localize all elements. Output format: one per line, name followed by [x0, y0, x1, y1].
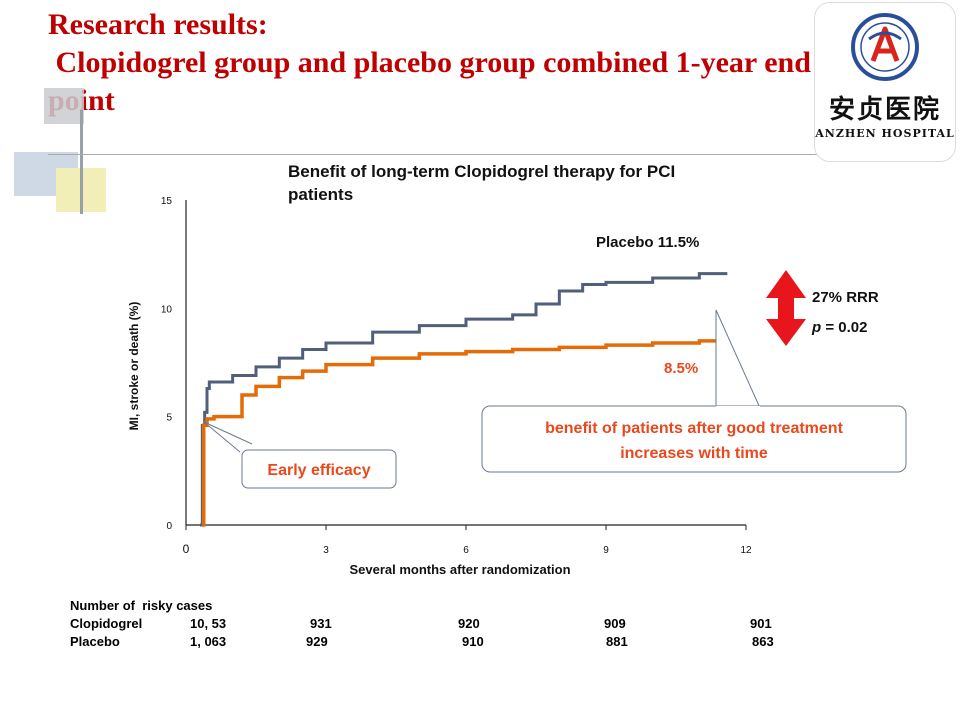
- risk-table-cell: 881: [606, 634, 628, 649]
- risk-table-row-label: Placebo: [70, 634, 120, 649]
- anzhen-hospital-emblem-icon: [851, 13, 919, 81]
- early-efficacy-callout-tail: [203, 421, 253, 453]
- p-value-label: p = 0.02: [811, 319, 867, 336]
- x-tick-label: 12: [740, 545, 752, 556]
- decorative-square-gray: [44, 88, 84, 124]
- risk-table-cell: 909: [604, 616, 626, 631]
- risk-table-row-label: Clopidogrel: [70, 616, 143, 631]
- hospital-logo: 安贞医院 ANZHEN HOSPITAL: [814, 2, 956, 162]
- chart-annotations: Placebo 11.5% 8.5% 27% RRR p = 0.02 Early ef…: [203, 234, 907, 489]
- chart-title: Benefit of long-term Clopidogrel therapy…: [288, 162, 676, 204]
- risk-table-cell: 929: [306, 634, 328, 649]
- decorative-vertical-line: [80, 110, 83, 214]
- benefit-text-line-1: benefit of patients after good treatment: [545, 420, 843, 437]
- rrr-double-arrow-icon: [766, 270, 806, 346]
- decorative-horizontal-line: [48, 154, 868, 155]
- x-tick-label: 3: [323, 545, 329, 556]
- x-tick-label: 9: [603, 545, 609, 556]
- y-tick-label: 15: [161, 196, 173, 207]
- y-tick-label: 0: [166, 521, 172, 532]
- hospital-name-english: ANZHEN HOSPITAL: [815, 127, 955, 140]
- risk-table-cell: 920: [458, 616, 480, 631]
- benefit-text-line-2: increases with time: [620, 445, 768, 462]
- series-line-placebo: [200, 272, 728, 527]
- x-tick-label: 0: [183, 542, 190, 556]
- chart-ticks: 0 3 6 9 12 0 5 10 15: [161, 196, 752, 556]
- risk-table-header-text: Number of risky cases: [70, 598, 213, 613]
- risk-table-header: Number of risky cases: [70, 598, 212, 616]
- risk-table-cell: 910: [462, 634, 484, 649]
- benefit-callout-tail: [715, 309, 761, 409]
- benefit-callout-box: [481, 405, 907, 473]
- clopidogrel-end-label: 8.5%: [664, 360, 698, 377]
- y-tick-label: 5: [166, 413, 172, 424]
- early-efficacy-callout-box: [241, 449, 397, 489]
- y-tick-label: 10: [161, 304, 173, 315]
- early-efficacy-text: Early efficacy: [267, 462, 370, 479]
- x-axis-label: Several months after randomization: [349, 562, 570, 577]
- risk-table-row-placebo: Placebo 1, 063 929 910 881 863: [70, 634, 774, 652]
- risk-table-cell: 863: [752, 634, 774, 649]
- slide-title-line-1: Research results:: [48, 8, 268, 41]
- risk-table-cell: 10, 53: [190, 616, 227, 631]
- slide-title-line-2: Clopidogrel group and placebo group comb…: [48, 46, 811, 79]
- placebo-end-label: Placebo 11.5%: [596, 234, 699, 251]
- rrr-label: 27% RRR: [812, 289, 879, 306]
- risk-table-row-clopidogrel: Clopidogrel 10, 53 931 920 909 901: [70, 616, 772, 634]
- y-axis-label: MI, stroke or death (%): [127, 302, 141, 431]
- chart-series: [200, 272, 728, 527]
- risk-table-cell: 1, 063: [190, 634, 227, 649]
- hospital-name-chinese: 安贞医院: [828, 95, 941, 125]
- risk-table: Number of risky cases Clopidogrel 10, 53…: [70, 598, 774, 652]
- risk-table-cell: 931: [310, 616, 332, 631]
- risk-table-cell: 901: [750, 616, 772, 631]
- series-line-clopidogrel: [201, 339, 728, 527]
- x-tick-label: 6: [463, 545, 469, 556]
